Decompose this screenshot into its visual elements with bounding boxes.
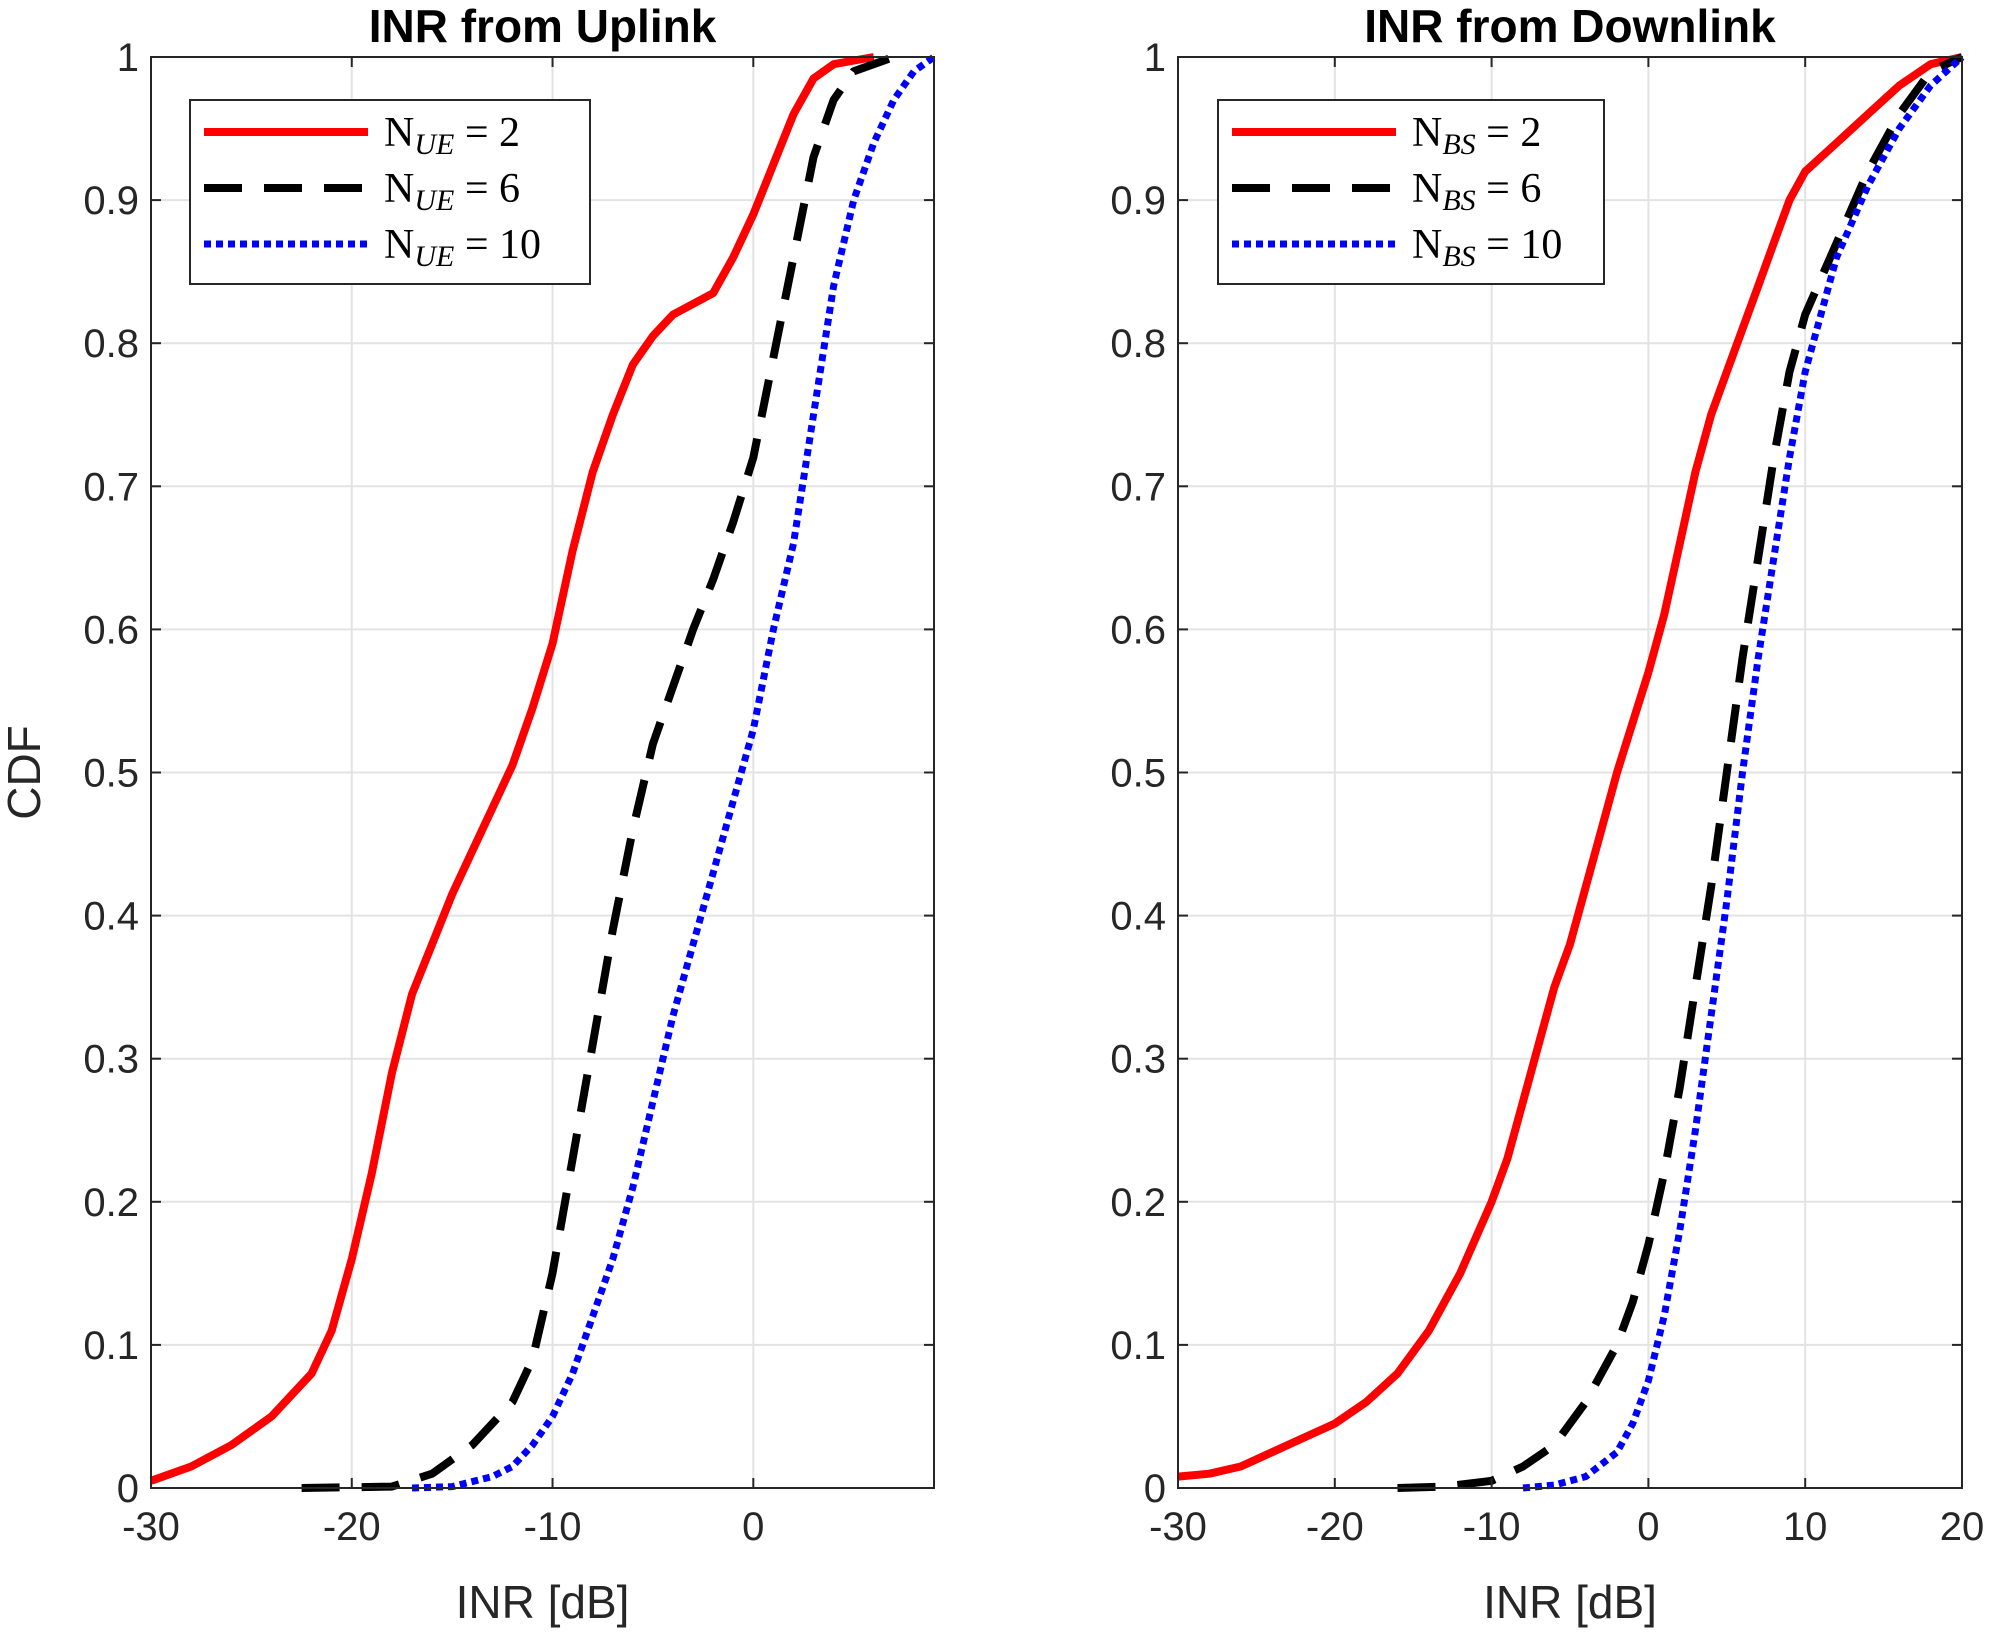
y-tick-label: 1 [1144, 36, 1166, 80]
x-tick-label: -10 [1463, 1505, 1521, 1549]
y-tick-label: 0.5 [1110, 752, 1166, 796]
legend-label-2: NUE = 10 [384, 222, 541, 273]
y-tick-label: 0.4 [1110, 895, 1166, 939]
y-tick-label: 0.5 [83, 752, 139, 796]
x-tick-label: 0 [1637, 1505, 1659, 1549]
y-tick-label: 0.3 [1110, 1038, 1166, 1082]
y-tick-label: 0.1 [1110, 1324, 1166, 1368]
y-tick-label: 0.8 [83, 322, 139, 366]
y-tick-label: 0 [117, 1467, 139, 1511]
x-tick-label: -20 [323, 1505, 381, 1549]
legend-label-0: NBS = 2 [1412, 110, 1541, 161]
chart-title: INR from Downlink [1364, 0, 1776, 52]
x-axis-label: INR [dB] [456, 1576, 630, 1628]
y-tick-label: 0.6 [83, 608, 139, 652]
y-tick-label: 0.8 [1110, 322, 1166, 366]
y-tick-label: 0 [1144, 1467, 1166, 1511]
y-axis-label: CDF [0, 725, 50, 820]
x-axis-label: INR [dB] [1483, 1576, 1657, 1628]
chart-title: INR from Uplink [369, 0, 717, 52]
x-tick-label: 0 [742, 1505, 764, 1549]
x-tick-label: -30 [1149, 1505, 1207, 1549]
y-tick-label: 0.6 [1110, 608, 1166, 652]
y-tick-label: 0.9 [1110, 179, 1166, 223]
y-tick-label: 0.4 [83, 895, 139, 939]
y-tick-label: 0.1 [83, 1324, 139, 1368]
y-tick-label: 0.9 [83, 179, 139, 223]
x-tick-label: -10 [524, 1505, 582, 1549]
y-tick-label: 0.7 [1110, 465, 1166, 509]
legend-label-1: NBS = 6 [1412, 166, 1541, 217]
x-tick-label: -20 [1306, 1505, 1364, 1549]
y-tick-label: 0.7 [83, 465, 139, 509]
x-tick-label: 10 [1783, 1505, 1828, 1549]
y-tick-label: 0.2 [83, 1181, 139, 1225]
legend-label-2: NBS = 10 [1412, 222, 1562, 273]
y-tick-label: 1 [117, 36, 139, 80]
y-tick-label: 0.2 [1110, 1181, 1166, 1225]
x-tick-label: -30 [122, 1505, 180, 1549]
chart-downlink: -30 -20 -10 0 10 20 0 0.1 0.2 0.3 0.4 0.5 0.6 0.7 0.8 0… [1110, 0, 1984, 1628]
y-tick-label: 0.3 [83, 1038, 139, 1082]
x-tick-label: 20 [1940, 1505, 1985, 1549]
